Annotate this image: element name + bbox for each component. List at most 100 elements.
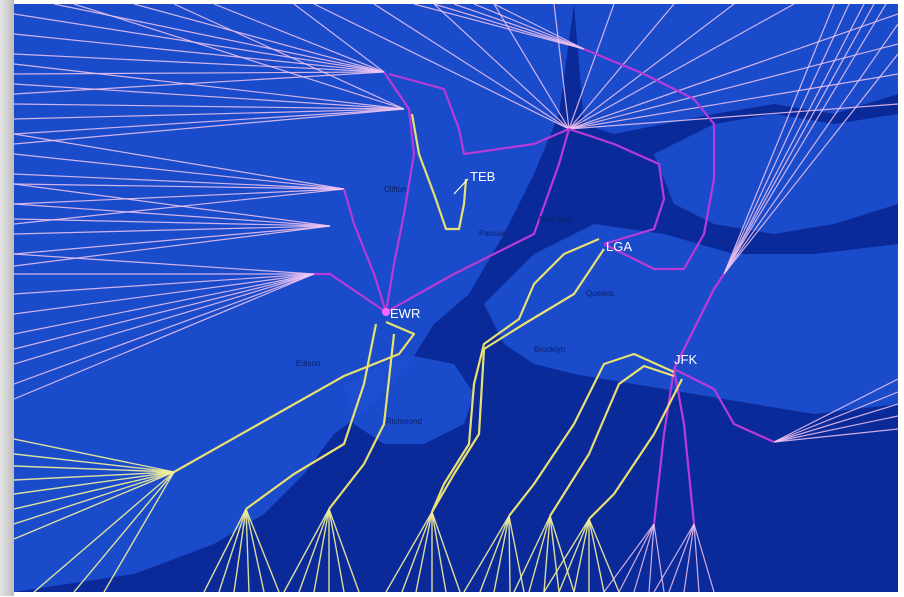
place-label: Passaic	[479, 229, 507, 238]
arrival-route	[410, 113, 468, 231]
departure-fan-line	[13, 225, 331, 255]
arrival-fan-line	[549, 515, 575, 593]
arrival-fan-line	[508, 515, 525, 593]
arrival-fan-line	[463, 515, 510, 593]
airport-marker-ewr	[382, 308, 390, 316]
arrival-fan-line	[245, 508, 250, 593]
departure-route	[388, 72, 570, 156]
departure-fan-line	[13, 218, 331, 227]
departure-fan-line	[723, 53, 899, 275]
departure-fans	[13, 3, 899, 593]
departure-fan-line	[723, 3, 875, 275]
airport-labels: TEB EWR LGA JFK	[382, 169, 697, 367]
departure-fan-line	[653, 523, 695, 593]
land-brooklyn-queens	[484, 224, 898, 414]
arrival-fan-line	[543, 518, 590, 593]
departure-fan-line	[133, 3, 385, 73]
departure-fan-line	[293, 3, 385, 73]
departure-fan-line	[13, 273, 315, 335]
departure-fan-line	[773, 428, 899, 443]
arrival-fan-line	[401, 511, 433, 593]
arrival-route	[508, 352, 675, 517]
arrival-fan-line	[528, 515, 551, 593]
departure-fan-line	[773, 415, 899, 443]
departure-fan-line	[723, 3, 850, 275]
arrival-route	[245, 323, 378, 510]
arrival-fan-line	[203, 508, 247, 593]
place-labels: Clifton Passaic New York Queens Brooklyn…	[296, 185, 614, 426]
arrival-fan-line	[508, 515, 511, 593]
departure-fan-line	[653, 523, 665, 593]
departure-fan-line	[568, 3, 615, 130]
arrival-fan-line	[245, 508, 265, 593]
departure-fan-line	[13, 33, 385, 73]
arrival-fan-line	[13, 465, 175, 473]
departure-fan-line	[13, 133, 345, 190]
departure-fan-line	[173, 3, 405, 110]
departure-fan-line	[13, 83, 405, 110]
departure-fan-line	[373, 3, 570, 130]
airport-label-teb: TEB	[470, 169, 495, 184]
departure-fan-line	[13, 108, 405, 120]
departure-fan-line	[553, 3, 570, 130]
departure-fan-line	[773, 391, 899, 443]
arrival-fan-line	[431, 511, 461, 593]
arrival-fan-line	[588, 518, 605, 593]
departure-fan-line	[13, 53, 385, 73]
place-label: Clifton	[384, 185, 407, 194]
departure-fan-line	[13, 173, 345, 190]
departure-fan-line	[13, 103, 405, 110]
frame-left-shadow	[0, 0, 14, 596]
departure-fan-line	[13, 273, 315, 295]
arrival-fan-line	[513, 515, 551, 593]
departure-fan-line	[568, 3, 675, 130]
departure-fan-line	[723, 3, 865, 275]
arrival-fan-line	[573, 518, 590, 593]
departure-fan-line	[13, 273, 315, 365]
departure-fan-line	[13, 273, 315, 350]
arrival-route	[431, 248, 605, 513]
departure-fan-line	[568, 73, 899, 130]
land-staten-island	[344, 354, 474, 444]
arrival-fan-line	[588, 518, 620, 593]
departure-fan-line	[568, 3, 795, 130]
airport-label-lga: LGA	[606, 239, 632, 254]
departure-fan-line	[568, 3, 735, 130]
departure-fan-line	[13, 13, 385, 73]
flight-route-map: Clifton Passaic New York Queens Brooklyn…	[13, 3, 899, 593]
departure-fan-line	[693, 523, 700, 593]
arrival-fan-line	[245, 508, 280, 593]
departure-fan-line	[13, 183, 345, 190]
arrival-route	[588, 378, 683, 520]
arrival-route	[328, 333, 396, 510]
departure-fan-line	[568, 103, 899, 130]
departure-route	[583, 47, 716, 271]
arrival-routes	[173, 113, 683, 520]
arrival-fan-line	[283, 508, 330, 593]
departure-fan-line	[13, 63, 405, 110]
departure-fan-line	[13, 188, 345, 205]
arrival-route	[549, 364, 675, 517]
departure-fan-line	[13, 203, 331, 227]
departure-route	[568, 127, 666, 246]
departure-fan-line	[213, 3, 385, 73]
departure-fan-line	[433, 3, 570, 130]
land-new-jersey	[14, 4, 574, 592]
departure-fan-line	[773, 378, 899, 443]
arrival-fan-line	[73, 471, 175, 593]
departure-fan-line	[493, 3, 585, 50]
departure-fan-line	[618, 523, 655, 593]
departure-fan-line	[683, 523, 695, 593]
departure-fan-line	[13, 71, 385, 95]
departure-fan-line	[603, 523, 655, 593]
departure-fan-line	[13, 108, 405, 145]
arrival-fan-line	[13, 471, 175, 510]
arrival-fan-line	[13, 471, 175, 525]
map-svg: Clifton Passaic New York Queens Brooklyn…	[13, 3, 899, 593]
departure-fan-line	[568, 13, 899, 130]
arrival-fan-line	[493, 515, 510, 593]
place-label: Brooklyn	[534, 345, 565, 354]
departure-fan-line	[568, 43, 899, 130]
departure-fan-line	[13, 108, 405, 135]
